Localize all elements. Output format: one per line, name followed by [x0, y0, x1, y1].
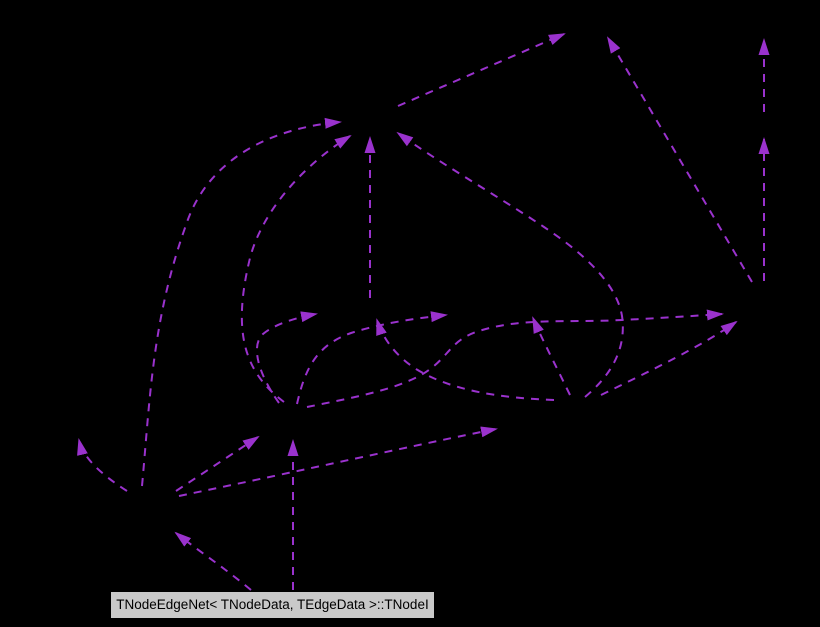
edge-hub-i-to-node-k2 [256, 311, 318, 404]
edge-node-m-to-node-k [376, 318, 555, 401]
edge-hub-g-to-hub-a [141, 117, 342, 487]
edge-hub-g-to-node-j [178, 426, 498, 497]
edge-hub-a-to-node-b [397, 33, 566, 107]
edge-node-m-to-node-e [600, 320, 738, 396]
edge-hub-g-to-hub-i [175, 435, 260, 492]
node-tnodeedgenet-tnodei[interactable]: TNodeEdgeNet< TNodeData, TEdgeData >::TN… [110, 591, 435, 619]
edge-layer [77, 33, 770, 591]
edge-node-e-to-node-b [606, 36, 753, 283]
edge-node-m-to-hub-a [396, 131, 624, 398]
edge-hub-g-to-node-h [77, 438, 128, 492]
edge-node-m-to-node-f [532, 316, 571, 396]
edge-hub-i-to-node-k3 [296, 311, 448, 405]
edge-box-to-hub-g [174, 531, 252, 591]
edge-hub-i-to-node-e [306, 309, 724, 408]
